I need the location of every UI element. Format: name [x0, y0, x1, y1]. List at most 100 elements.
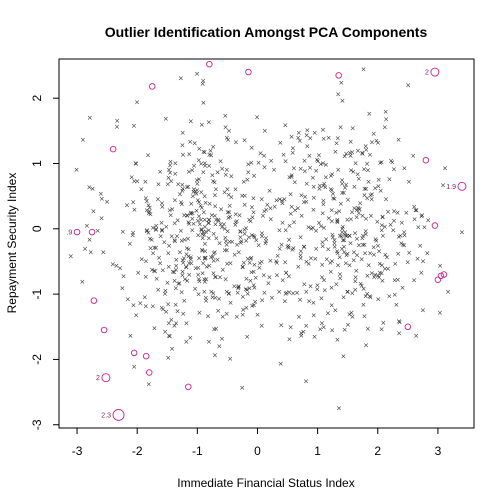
scatter-point: ×	[219, 224, 225, 232]
scatter-point: ×	[314, 285, 320, 293]
scatter-point: ×	[152, 267, 158, 275]
scatter-point: ×	[181, 211, 187, 219]
scatter-point: ×	[130, 301, 136, 309]
scatter-point: ×	[200, 260, 206, 268]
scatter-point: ×	[329, 257, 335, 265]
scatter-point: ×	[338, 124, 344, 132]
scatter-point: ×	[329, 284, 335, 292]
scatter-point: ×	[335, 262, 341, 270]
scatter-point: ×	[316, 152, 322, 160]
scatter-point: ×	[320, 243, 326, 251]
scatter-point: ×	[217, 239, 223, 247]
scatter-point: ×	[459, 229, 465, 237]
scatter-point: ×	[197, 221, 203, 229]
scatter-point: ×	[163, 308, 169, 316]
scatter-point: ×	[182, 276, 188, 284]
scatter-point: ×	[150, 224, 156, 232]
scatter-point: ×	[334, 139, 340, 147]
scatter-point: ×	[174, 233, 180, 241]
scatter-point: ×	[165, 300, 171, 308]
scatter-point: ×	[252, 298, 258, 306]
scatter-point: ×	[188, 117, 194, 125]
scatter-point: ×	[249, 302, 255, 310]
scatter-point: ×	[215, 307, 221, 315]
scatter-point: ×	[251, 301, 257, 309]
scatter-point: ×	[291, 219, 297, 227]
scatter-point: ×	[172, 159, 178, 167]
scatter-point: ×	[199, 246, 205, 254]
scatter-point: ×	[212, 178, 218, 186]
scatter-point: ×	[228, 260, 234, 268]
scatter-point: ×	[303, 198, 309, 206]
scatter-point: ×	[231, 282, 237, 290]
scatter-point: ×	[186, 271, 192, 279]
scatter-point: ×	[203, 297, 209, 305]
scatter-point: ×	[201, 288, 207, 296]
scatter-point: ×	[295, 134, 301, 142]
scatter-point: ×	[180, 185, 186, 193]
scatter-point: ×	[186, 259, 192, 267]
x-tick-label: -3	[72, 444, 83, 458]
scatter-point: ×	[413, 207, 419, 215]
scatter-point: ×	[260, 212, 266, 220]
scatter-point: ×	[239, 192, 245, 200]
scatter-point: ×	[283, 290, 289, 298]
scatter-point: ×	[297, 137, 303, 145]
scatter-point: ×	[298, 234, 304, 242]
scatter-point: ×	[153, 222, 159, 230]
scatter-point: ×	[329, 186, 335, 194]
scatter-point: ×	[385, 208, 391, 216]
scatter-point: ×	[166, 332, 172, 340]
scatter-point: ×	[377, 260, 383, 268]
scatter-point: ×	[219, 165, 225, 173]
outlier-circle	[245, 68, 252, 76]
scatter-point: ×	[375, 139, 381, 147]
scatter-point: ×	[88, 249, 94, 257]
scatter-point: ×	[159, 219, 165, 227]
scatter-point: ×	[373, 236, 379, 244]
scatter-point: ×	[402, 164, 408, 172]
scatter-point: ×	[206, 162, 212, 170]
scatter-point: ×	[420, 306, 426, 314]
scatter-point: ×	[178, 199, 184, 207]
scatter-point: ×	[353, 159, 359, 167]
scatter-point: ×	[361, 65, 367, 73]
scatter-point: ×	[200, 247, 206, 255]
scatter-point: ×	[274, 196, 280, 204]
scatter-point: ×	[212, 191, 218, 199]
scatter-point: ×	[342, 229, 348, 237]
scatter-point: ×	[397, 318, 403, 326]
scatter-point: ×	[283, 289, 289, 297]
scatter-point: ×	[278, 360, 284, 368]
scatter-point: ×	[247, 285, 253, 293]
scatter-point: ×	[354, 214, 360, 222]
scatter-point: ×	[283, 269, 289, 277]
scatter-point: ×	[411, 277, 417, 285]
scatter-point: ×	[202, 148, 208, 156]
scatter-point: ×	[273, 257, 279, 265]
scatter-point: ×	[292, 206, 298, 214]
scatter-point: ×	[290, 149, 296, 157]
scatter-point: ×	[388, 221, 394, 229]
scatter-point: ×	[311, 194, 317, 202]
scatter-point: ×	[159, 304, 165, 312]
scatter-point: ×	[280, 200, 286, 208]
scatter-point: ×	[237, 228, 243, 236]
scatter-point: ×	[192, 285, 198, 293]
scatter-point: ×	[401, 241, 407, 249]
scatter-point: ×	[296, 313, 302, 321]
scatter-point: ×	[306, 297, 312, 305]
scatter-point: ×	[281, 151, 287, 159]
scatter-point: ×	[223, 123, 229, 131]
x-axis: -3 -2 -1 0 1 2 3	[72, 427, 442, 458]
scatter-point: ×	[182, 236, 188, 244]
scatter-point: ×	[233, 211, 239, 219]
scatter-point: ×	[177, 191, 183, 199]
scatter-point: ×	[233, 218, 239, 226]
scatter-point: ×	[333, 209, 339, 217]
scatter-point: ×	[146, 229, 152, 237]
scatter-point: ×	[180, 129, 186, 137]
scatter-point: ×	[172, 238, 178, 246]
outlier-circle	[457, 181, 467, 191]
scatter-point: ×	[243, 304, 249, 312]
